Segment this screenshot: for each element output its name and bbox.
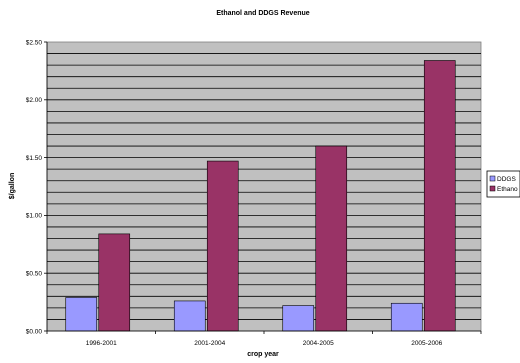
bar-ethano (423, 60, 456, 332)
bar-ethano (206, 160, 239, 332)
y-tick-label: $1.00 (26, 213, 43, 220)
legend-swatch (489, 185, 496, 192)
bar-ddgs (282, 305, 315, 332)
x-tick-label: 2001-2004 (194, 340, 225, 347)
y-tick-label: $2.00 (26, 97, 43, 104)
chart-title: Ethanol and DDGS Revenue (216, 10, 309, 17)
y-tick-label: $0.00 (26, 328, 43, 335)
y-tick-label: $0.50 (26, 271, 43, 278)
x-tick-label: 1996-2001 (86, 340, 117, 347)
bar-ddgs (65, 297, 98, 332)
bar-ethano (98, 233, 131, 332)
bar-ethano (315, 145, 348, 332)
x-tick-label: 2005-2006 (411, 340, 442, 347)
bar-ddgs (173, 300, 206, 332)
y-axis-label: $/gallon (9, 173, 16, 199)
y-tick-label: $1.50 (26, 155, 43, 162)
legend-label: Ethano (497, 186, 518, 193)
x-axis-label: crop year (247, 351, 279, 358)
bar-ddgs (390, 302, 423, 332)
legend-label: DDGS (497, 176, 516, 183)
legend-box (486, 170, 520, 198)
y-tick-label: $2.50 (26, 39, 43, 46)
legend: DDGS Ethano (486, 170, 520, 198)
x-axis: 1996-2001 2001-2004 2004-2005 2005-2006 (46, 330, 482, 347)
legend-swatch (489, 175, 496, 182)
y-axis: $0.00 $0.50 $1.00 $1.50 $2.00 $2.50 (26, 39, 48, 335)
bars (65, 60, 456, 332)
x-tick-label: 2004-2005 (303, 340, 334, 347)
